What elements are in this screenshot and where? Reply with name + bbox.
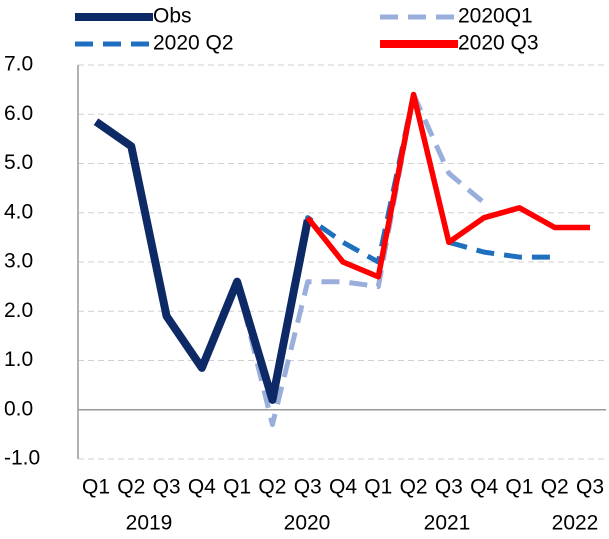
year-label: 2022: [552, 512, 599, 535]
x-tick-label: Q3: [294, 476, 322, 499]
y-tick-label: -1.0: [4, 447, 40, 470]
legend-label: Obs: [153, 5, 192, 28]
x-tick-label: Q1: [82, 476, 110, 499]
y-tick-label: 6.0: [4, 102, 33, 125]
legend-label: 2020 Q3: [458, 32, 539, 55]
series-line: [234, 92, 486, 428]
x-tick-label: Q2: [400, 476, 428, 499]
x-tick-label: Q4: [470, 476, 498, 499]
x-tick-label: Q3: [435, 476, 463, 499]
legend-label: 2020Q1: [458, 5, 533, 28]
year-label: 2019: [126, 512, 173, 535]
series-line: [93, 118, 312, 404]
x-tick-label: Q1: [223, 476, 251, 499]
x-tick-label: Q1: [505, 476, 533, 499]
legend-label: 2020 Q2: [153, 32, 234, 55]
y-tick-label: 1.0: [4, 348, 33, 371]
x-tick-label: Q1: [364, 476, 392, 499]
y-tick-label: 4.0: [4, 200, 33, 223]
year-label: 2020: [284, 512, 331, 535]
y-tick-label: 7.0: [4, 53, 33, 76]
x-tick-label: Q2: [541, 476, 569, 499]
y-tick-label: 0.0: [4, 397, 33, 420]
series-line: [305, 91, 590, 280]
x-tick-label: Q4: [188, 476, 216, 499]
x-tick-label: Q3: [576, 476, 604, 499]
y-tick-label: 3.0: [4, 250, 33, 273]
year-label: 2021: [424, 512, 471, 535]
x-tick-label: Q4: [329, 476, 357, 499]
x-tick-label: Q3: [153, 476, 181, 499]
series-line: [269, 92, 555, 396]
x-tick-label: Q2: [258, 476, 286, 499]
x-tick-label: Q2: [117, 476, 145, 499]
y-tick-label: 2.0: [4, 299, 33, 322]
y-tick-label: 5.0: [4, 151, 33, 174]
